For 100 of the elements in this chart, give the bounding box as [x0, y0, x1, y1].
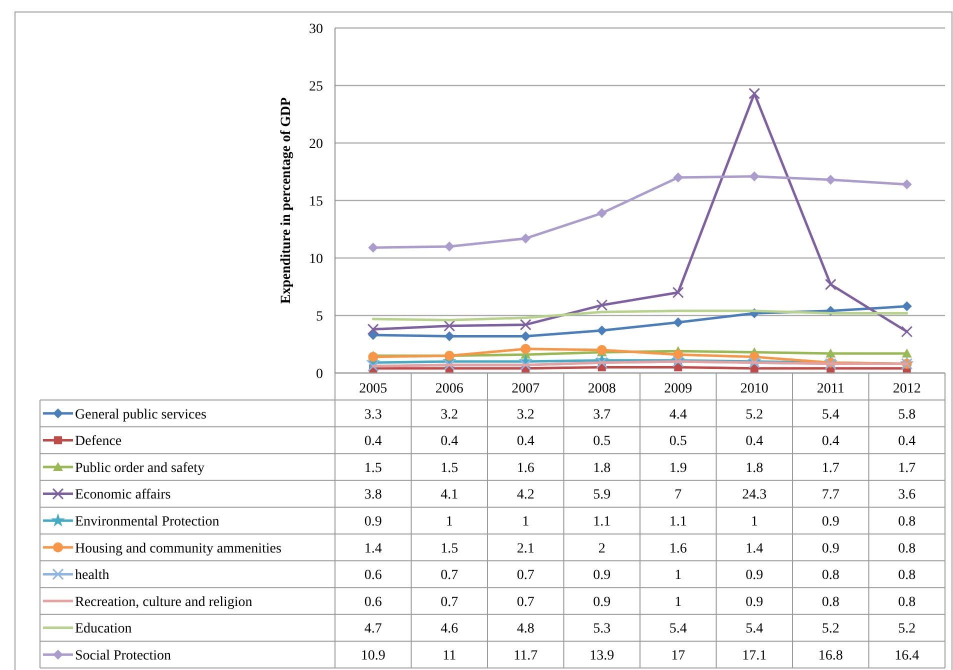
point	[902, 179, 912, 190]
legend-label: Housing and community ammenities	[75, 541, 282, 556]
data-label: 0.4	[440, 434, 458, 450]
point	[826, 174, 836, 185]
point	[672, 286, 684, 298]
y-axis-title: Expenditure in percentage of GDP	[279, 96, 294, 304]
data-label: 1.1	[593, 514, 611, 530]
y-tick-label: 0	[316, 366, 323, 382]
point	[596, 356, 608, 368]
point	[368, 242, 378, 253]
data-label: 13.9	[590, 648, 614, 664]
point	[367, 324, 379, 336]
point	[520, 318, 532, 330]
data-label: 2.1	[516, 541, 534, 556]
data-label: 3.6	[898, 488, 916, 503]
point	[902, 348, 912, 358]
point	[673, 317, 684, 328]
y-tick-label: 15	[309, 194, 323, 210]
data-label: 0.8	[822, 594, 840, 610]
data-label: 1.5	[440, 541, 458, 556]
legend-label: Economic affairs	[75, 488, 171, 503]
data-label: 16.8	[818, 648, 843, 664]
data-label: 11.7	[514, 648, 538, 664]
data-label: 4.7	[364, 622, 382, 637]
data-label: 0.6	[364, 594, 382, 610]
data-label: 1	[674, 594, 682, 610]
data-label: 0.9	[746, 594, 764, 610]
data-label: 3.3	[364, 407, 382, 422]
y-tick-label: 25	[309, 79, 323, 94]
data-label: 5.2	[898, 622, 916, 637]
data-label: 0.8	[898, 568, 916, 584]
data-label: 3.2	[440, 407, 458, 422]
data-label: 5.3	[593, 622, 611, 637]
point	[672, 356, 684, 368]
data-label: 1.9	[669, 460, 687, 476]
data-label: 1.4	[746, 541, 764, 556]
data-label: 1.4	[364, 541, 382, 556]
data-label: 0.7	[440, 568, 458, 584]
x-tick-label: 2009	[664, 381, 692, 396]
point	[520, 233, 531, 244]
data-label: 16.4	[894, 648, 920, 664]
x-tick-label: 2011	[816, 381, 844, 396]
legend-label: Recreation, culture and religion	[75, 594, 252, 610]
data-label: 0.6	[364, 568, 382, 584]
data-label: 1	[446, 514, 453, 530]
data-label: 5.9	[593, 488, 611, 503]
data-label: 7.7	[822, 488, 840, 503]
y-tick-label: 20	[309, 136, 323, 152]
data-label: 0.9	[593, 594, 611, 610]
data-label: 1	[674, 568, 682, 584]
data-label: 4.8	[516, 622, 534, 637]
point	[520, 344, 531, 354]
point	[673, 172, 684, 182]
data-label: 3.7	[593, 407, 611, 422]
x-tick-label: 2008	[588, 381, 616, 396]
data-label: 5.4	[669, 622, 687, 637]
data-label: 1.6	[669, 541, 687, 556]
data-label: 0.4	[746, 434, 764, 450]
data-label: 2	[598, 541, 606, 556]
data-label: 0.4	[364, 434, 382, 450]
point	[596, 299, 608, 311]
data-label: 1.8	[593, 460, 611, 476]
y-tick-label: 30	[309, 22, 323, 37]
x-tick-label: 2005	[359, 381, 388, 396]
point	[444, 359, 456, 371]
data-label: 0.7	[440, 594, 458, 610]
legend-label: Education	[75, 622, 132, 637]
point	[368, 330, 378, 340]
data-label: 0.4	[898, 434, 916, 450]
data-label: 1.6	[516, 460, 534, 476]
y-tick-label: 5	[316, 309, 323, 324]
data-label: 1.5	[440, 460, 458, 476]
data-label: 1.1	[669, 514, 687, 530]
point	[444, 320, 456, 332]
data-label: 0.7	[516, 594, 534, 610]
data-label: 0.5	[593, 434, 611, 450]
point	[367, 360, 379, 372]
data-label: 5.4	[746, 622, 764, 637]
point	[902, 301, 912, 312]
data-label: 5.4	[822, 407, 840, 422]
point	[748, 88, 760, 100]
data-label: 0.9	[822, 514, 840, 530]
y-tick-label: 10	[309, 252, 323, 267]
data-label: 0.8	[822, 568, 840, 584]
data-label: 5.2	[746, 407, 764, 422]
data-label: 1.7	[898, 460, 916, 476]
point	[673, 350, 684, 360]
x-tick-label: 2007	[512, 381, 540, 396]
x-tick-label: 2006	[435, 381, 464, 396]
data-label: 3.8	[364, 488, 382, 503]
point	[444, 242, 454, 252]
data-label: 10.9	[360, 648, 386, 664]
data-label: 0.9	[593, 568, 611, 584]
data-label: 0.7	[516, 568, 534, 584]
data-label: 3.2	[516, 407, 534, 422]
data-label: 4.2	[516, 488, 534, 503]
point	[748, 356, 760, 368]
data-label: 1.8	[746, 460, 764, 476]
point	[824, 278, 836, 290]
data-label: 17	[671, 648, 686, 664]
